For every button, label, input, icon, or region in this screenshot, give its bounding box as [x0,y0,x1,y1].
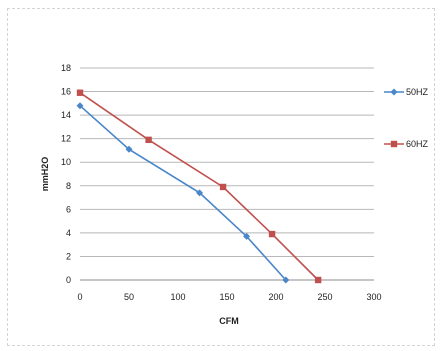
x-tick-label: 150 [219,292,234,302]
y-tick-label: 6 [66,204,71,214]
x-tick-label: 300 [366,292,381,302]
y-tick-label: 16 [61,87,71,97]
y-tick-label: 8 [66,181,71,191]
data-point-50hz [196,189,204,197]
x-tick-label: 100 [170,292,185,302]
data-point-50hz [125,145,133,153]
legend-marker [390,88,398,96]
data-point-50hz [282,276,290,284]
gridlines [80,67,374,281]
x-axis-title: CFM [219,316,239,326]
y-tick-label: 12 [61,134,71,144]
data-point-50hz [243,232,251,240]
legend-label: 60HZ [406,139,429,149]
data-point-60hz [314,276,322,284]
y-axis-title: mmH2O [40,157,50,192]
y-tick-label: 2 [66,251,71,261]
x-tick-label: 50 [124,292,134,302]
y-tick-label: 0 [66,275,71,285]
y-tick-label: 18 [61,63,71,73]
series-group [76,89,322,284]
x-tick-label: 200 [268,292,283,302]
data-point-50hz [76,102,84,110]
data-point-60hz [145,136,152,144]
series-line-60hz [79,92,319,281]
data-point-60hz [268,230,276,238]
y-tick-label: 10 [61,157,71,167]
data-point-60hz [219,183,227,191]
y-tick-label: 14 [61,110,71,120]
legend-marker [390,140,398,148]
chart-frame [7,8,435,346]
legend: 50HZ 60HZ [384,87,429,149]
x-tick-label: 250 [317,292,332,302]
series-line-50hz [79,105,287,281]
y-tick-label: 4 [66,228,71,238]
axes: 0 2 4 6 8 10 12 14 16 18 0 50 100 150 200 250 300 [61,63,382,302]
legend-label: 50HZ [406,87,429,97]
x-tick-label: 0 [77,292,82,302]
data-point-60hz [76,89,84,96]
